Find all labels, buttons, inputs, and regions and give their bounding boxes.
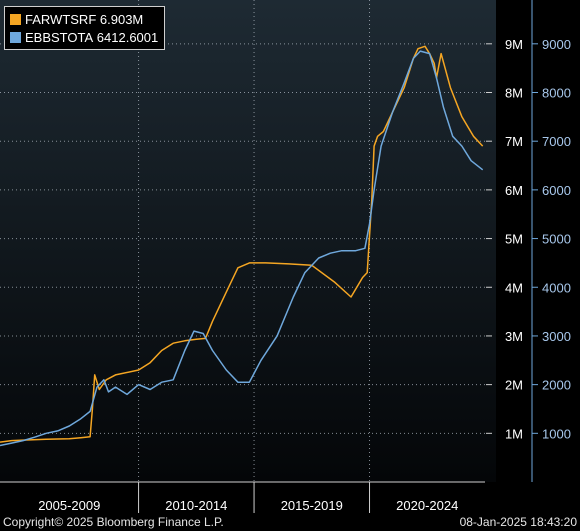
y-right-tick-label: 3000	[542, 329, 571, 344]
y-right-tick-label: 1000	[542, 426, 571, 441]
y-left-tick-label: 4M	[505, 280, 523, 295]
y-right-tick-label: 2000	[542, 378, 571, 393]
y-left-tick-label: 6M	[505, 183, 523, 198]
series-line-farwtsrf	[0, 45, 484, 443]
y-left-tick-label: 2M	[505, 378, 523, 393]
series-layer	[0, 45, 484, 447]
timestamp-text: 08-Jan-2025 18:43:20	[459, 515, 577, 529]
x-tick-label: 2020-2024	[396, 498, 458, 513]
y-right-tick-label: 6000	[542, 183, 571, 198]
x-tick-label: 2005-2009	[38, 498, 100, 513]
x-tick-label: 2010-2014	[165, 498, 227, 513]
legend-swatch-orange	[10, 13, 21, 25]
legend-value: 6.903M	[99, 11, 144, 27]
copyright-text: Copyright© 2025 Bloomberg Finance L.P.	[3, 515, 224, 529]
y-right-tick-label: 4000	[542, 280, 571, 295]
plot-background	[0, 0, 496, 482]
y-left-tick-label: 5M	[505, 232, 523, 247]
legend-name: FARWTSRF	[25, 11, 97, 27]
legend-value: 6412.6001	[96, 29, 159, 45]
legend-item-farwtsrf: FARWTSRF 6.903M	[10, 10, 158, 28]
legend-item-ebbstota: EBBSTOTA 6412.6001	[10, 28, 158, 46]
legend-name: EBBSTOTA	[25, 29, 94, 45]
axes: 1M 2M 3M 4M 5M 6M 7M 8M 9M 1000 2000 3000 4000 5000 60…	[0, 0, 571, 513]
footer: Copyright© 2025 Bloomberg Finance L.P. 0…	[0, 513, 580, 531]
x-tick-label: 2015-2019	[281, 498, 343, 513]
y-left-tick-label: 3M	[505, 329, 523, 344]
series-line-ebbstota	[0, 50, 484, 447]
y-right-tick-label: 5000	[542, 232, 571, 247]
legend-swatch-blue	[10, 31, 21, 43]
y-left-tick-label: 9M	[505, 37, 523, 52]
y-right-tick-label: 9000	[542, 37, 571, 52]
y-left-tick-label: 1M	[505, 426, 523, 441]
legend: FARWTSRF 6.903M EBBSTOTA 6412.6001	[4, 6, 166, 50]
y-left-tick-label: 7M	[505, 134, 523, 149]
y-right-tick-label: 8000	[542, 86, 571, 101]
y-left-tick-label: 8M	[505, 86, 523, 101]
y-right-tick-label: 7000	[542, 134, 571, 149]
